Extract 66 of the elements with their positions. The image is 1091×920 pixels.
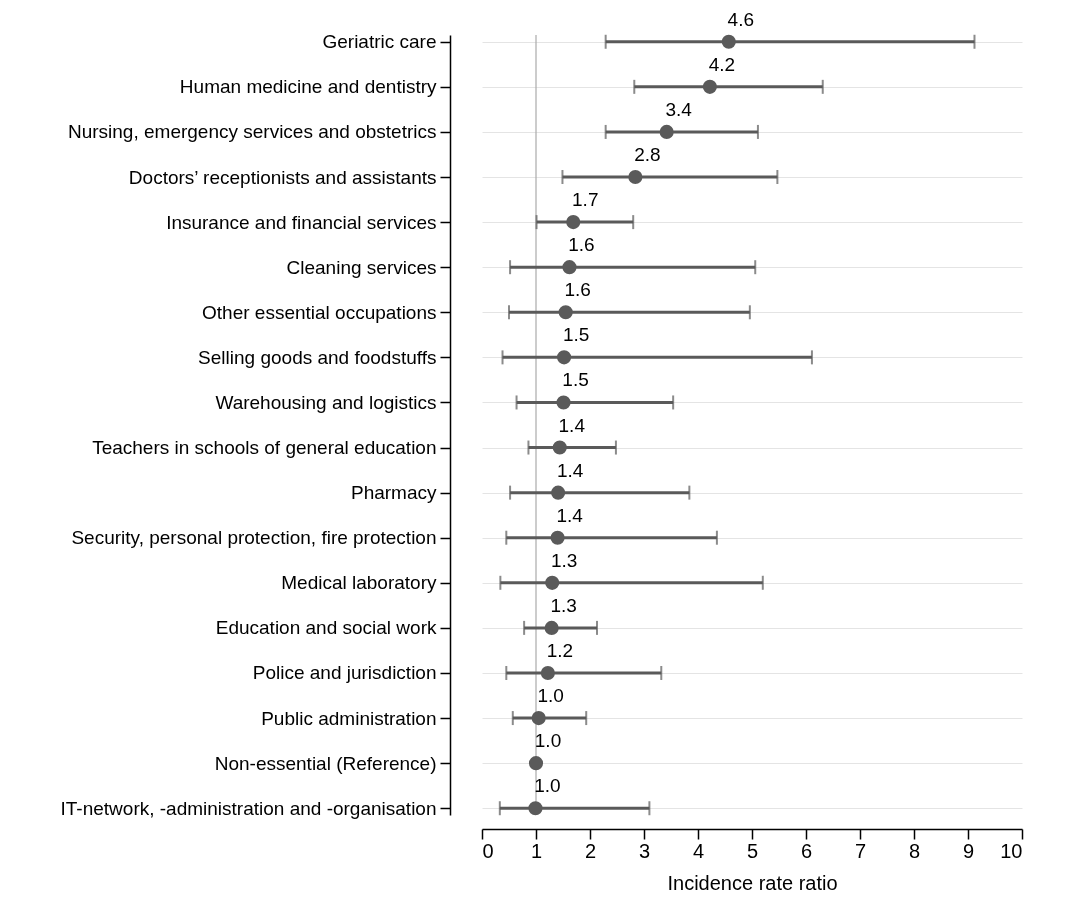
data-label: 1.3 [550, 549, 578, 571]
data-label: 3.4 [665, 98, 693, 120]
x-tick-label: 2 [584, 839, 597, 862]
x-tick-label: 6 [800, 839, 813, 862]
y-tick-label: Insurance and financial services [166, 211, 437, 233]
x-tick-label: 4 [692, 839, 705, 862]
y-tick-label: Teachers in schools of general education [92, 437, 437, 459]
data-label: 2.8 [634, 144, 661, 166]
y-tick-label: Pharmacy [350, 482, 437, 504]
point [659, 124, 674, 139]
x-tick-label: 10 [1000, 839, 1023, 862]
data-label: 1.0 [534, 775, 561, 797]
data-label: 1.5 [562, 369, 589, 391]
data-label: 4.2 [708, 53, 736, 75]
x-axis-title: Incidence rate ratio [667, 871, 838, 894]
x-tick-label: 5 [746, 839, 759, 862]
data-label: 1.3 [550, 594, 577, 616]
data-label: 1.4 [556, 504, 584, 526]
data-label: 1.5 [562, 324, 590, 346]
point [721, 34, 736, 49]
y-tick-label: Non-essential (Reference) [214, 752, 437, 774]
point [556, 395, 571, 410]
point [558, 305, 573, 320]
x-tick-label: 8 [908, 839, 921, 862]
y-tick-label: Human medicine and dentistry [179, 76, 437, 98]
y-tick-label: Security, personal protection, fire protection [71, 527, 437, 549]
point [544, 620, 559, 635]
point [551, 485, 566, 500]
x-tick-label: 9 [962, 839, 975, 862]
x-tick-label: 7 [854, 839, 867, 862]
data-label: 1.6 [564, 279, 591, 301]
y-tick-label: Police and jurisdiction [252, 662, 437, 684]
data-label: 1.6 [568, 234, 595, 256]
data-label: 1.2 [546, 639, 574, 661]
y-tick-label: IT-network, -administration and -organisation [60, 797, 437, 819]
data-label: 1.0 [534, 730, 562, 752]
y-tick-label: Selling goods and foodstuffs [198, 346, 437, 368]
data-label: 1.4 [558, 414, 586, 436]
y-tick-label: Doctors’ receptionists and assistants [128, 166, 437, 188]
y-tick-label: Other essential occupations [202, 301, 437, 323]
point [528, 756, 544, 771]
x-tick-label: 0 [482, 839, 494, 862]
y-tick-label: Geriatric care [322, 31, 437, 53]
x-tick-label: 1 [530, 839, 543, 862]
y-tick-label: Public administration [261, 707, 437, 729]
point [557, 350, 572, 365]
point [628, 169, 643, 185]
data-label: 4.6 [727, 8, 754, 30]
point [552, 440, 567, 455]
point [540, 665, 555, 681]
point [531, 711, 546, 726]
y-tick-label: Education and social work [215, 617, 437, 639]
point [550, 530, 565, 545]
x-tick-label: 3 [638, 839, 651, 862]
y-tick-label: Warehousing and logistics [215, 391, 437, 413]
point [562, 260, 577, 275]
point [702, 79, 717, 94]
y-tick-label: Cleaning services [286, 256, 437, 278]
point [528, 801, 543, 816]
y-tick-label: Nursing, emergency services and obstetrics [67, 121, 437, 143]
data-label: 1.0 [537, 685, 564, 707]
data-label: 1.7 [572, 189, 599, 211]
point [566, 215, 581, 230]
data-label: 1.4 [556, 459, 584, 481]
y-tick-label: Medical laboratory [281, 572, 437, 594]
point [545, 575, 560, 590]
